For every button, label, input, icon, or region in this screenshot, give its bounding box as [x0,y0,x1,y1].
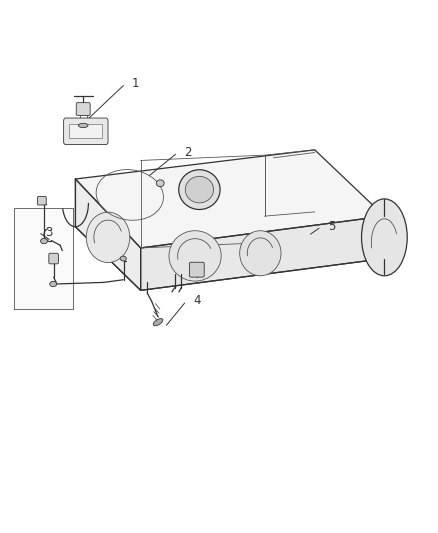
Polygon shape [141,216,385,290]
Text: 4: 4 [193,294,201,308]
Polygon shape [14,208,73,309]
FancyBboxPatch shape [76,103,90,115]
Ellipse shape [361,199,407,276]
Text: 2: 2 [184,146,192,159]
Ellipse shape [78,123,88,127]
FancyBboxPatch shape [64,118,108,144]
Ellipse shape [185,176,214,203]
Polygon shape [75,179,141,290]
Ellipse shape [153,319,163,326]
Ellipse shape [179,169,220,209]
Ellipse shape [41,238,47,244]
Ellipse shape [240,231,281,276]
FancyBboxPatch shape [49,253,58,264]
Ellipse shape [169,231,221,281]
Ellipse shape [120,256,126,261]
Ellipse shape [49,281,57,287]
Text: 3: 3 [45,225,52,239]
FancyBboxPatch shape [189,262,204,277]
Ellipse shape [86,212,130,263]
FancyBboxPatch shape [38,197,46,205]
Text: 5: 5 [328,220,335,233]
Polygon shape [75,150,385,248]
Ellipse shape [156,180,164,187]
Text: 1: 1 [132,77,139,90]
Bar [69,124,102,138]
